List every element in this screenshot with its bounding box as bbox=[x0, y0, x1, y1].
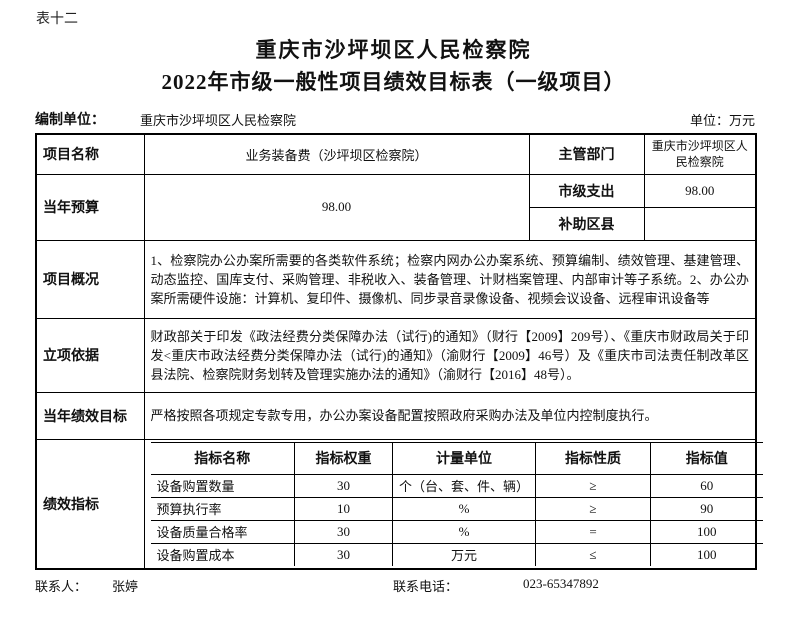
indicator-name: 设备购置数量 bbox=[150, 473, 295, 498]
contact-label: 联系人： bbox=[35, 579, 88, 594]
indicator-nature: ≥ bbox=[535, 473, 651, 498]
dept-value: 重庆市沙坪坝区人民检察院 bbox=[643, 133, 757, 175]
prepared-by-value: 重庆市沙坪坝区人民检察院 bbox=[140, 113, 297, 128]
project-name-value: 业务装备费（沙坪坝区检察院） bbox=[143, 133, 530, 175]
document-subtitle: 2022年市级一般性项目绩效目标表（一级项目） bbox=[161, 70, 626, 94]
city-expense-value: 98.00 bbox=[643, 173, 757, 208]
table-row: 项目名称 业务装备费（沙坪坝区检察院） 主管部门 重庆市沙坪坝区人民检察院 bbox=[35, 133, 757, 175]
budget-value: 98.00 bbox=[143, 173, 530, 241]
measure-unit: 万元 bbox=[392, 542, 536, 566]
indicators-header-row: 指标名称 指标权重 计量单位 指标性质 指标值 bbox=[150, 441, 763, 475]
indicators-cell: 指标名称 指标权重 计量单位 指标性质 指标值 设备购置数量 30 个（台、套、… bbox=[143, 438, 763, 570]
indicators-label: 绩效指标 bbox=[35, 438, 145, 570]
table-number: 表十二 bbox=[36, 12, 78, 27]
indicator-row: 设备购置成本 30 万元 ≤ 100 bbox=[150, 542, 763, 566]
indicator-name: 设备质量合格率 bbox=[150, 519, 295, 544]
header-indicator-value: 指标值 bbox=[650, 441, 763, 475]
indicator-value: 100 bbox=[650, 542, 763, 566]
performance-target-table: 项目名称 业务装备费（沙坪坝区检察院） 主管部门 重庆市沙坪坝区人民检察院 当年… bbox=[35, 133, 763, 570]
indicators-table: 指标名称 指标权重 计量单位 指标性质 指标值 设备购置数量 30 个（台、套、… bbox=[150, 441, 763, 566]
county-subsidy-label: 补助区县 bbox=[528, 206, 645, 241]
indicator-nature: = bbox=[535, 519, 651, 544]
overview-text: 1、检察院办公办案所需要的各类软件系统；检察内网办公办案系统、预算编制、绩效管理… bbox=[143, 239, 757, 319]
unit-note: 单位：万元 bbox=[689, 113, 755, 128]
indicator-row: 预算执行率 10 % ≥ 90 bbox=[150, 496, 763, 521]
phone-label: 联系电话： bbox=[393, 579, 459, 594]
indicator-weight: 10 bbox=[294, 496, 393, 521]
annual-target-label: 当年绩效目标 bbox=[35, 391, 145, 440]
indicator-weight: 30 bbox=[294, 473, 393, 498]
city-expense-label: 市级支出 bbox=[528, 173, 645, 208]
budget-label: 当年预算 bbox=[35, 173, 145, 241]
indicator-value: 100 bbox=[650, 519, 763, 544]
table-row: 项目概况 1、检察院办公办案所需要的各类软件系统；检察内网办公办案系统、预算编制… bbox=[35, 239, 757, 319]
indicator-weight: 30 bbox=[294, 542, 393, 566]
table-row: 绩效指标 指标名称 指标权重 计量单位 指标性质 指标值 设备购置数量 30 个… bbox=[35, 438, 763, 570]
table-row: 当年预算 98.00 市级支出 98.00 bbox=[35, 173, 757, 241]
indicator-row: 设备质量合格率 30 % = 100 bbox=[150, 519, 763, 544]
indicator-nature: ≤ bbox=[535, 542, 651, 566]
measure-unit: 个（台、套、件、辆） bbox=[392, 473, 536, 498]
table-row: 补助区县 bbox=[36, 206, 757, 241]
indicator-row: 设备购置数量 30 个（台、套、件、辆） ≥ 60 bbox=[150, 473, 763, 498]
header-measure-unit: 计量单位 bbox=[392, 441, 536, 475]
table-row: 立项依据 财政部关于印发《政法经费分类保障办法（试行)的通知》（财行【2009】… bbox=[35, 317, 757, 393]
indicator-nature: ≥ bbox=[535, 496, 651, 521]
footer: 联系人： 张婷 联系电话： 023-65347892 bbox=[0, 576, 787, 596]
header-indicator-nature: 指标性质 bbox=[535, 441, 651, 475]
table-row: 当年绩效目标 严格按照各项规定专款专用，办公办案设备配置按照政府采购办法及单位内… bbox=[35, 391, 757, 440]
header-indicator-weight: 指标权重 bbox=[294, 441, 393, 475]
project-name-label: 项目名称 bbox=[35, 133, 145, 175]
prepared-by-label: 编制单位： bbox=[35, 113, 105, 128]
indicator-value: 60 bbox=[650, 473, 763, 498]
indicator-name: 预算执行率 bbox=[150, 496, 295, 521]
overview-label: 项目概况 bbox=[35, 239, 145, 319]
header-indicator-name: 指标名称 bbox=[150, 441, 295, 475]
indicator-name: 设备购置成本 bbox=[150, 542, 295, 566]
document-title: 重庆市沙坪坝区人民检察院 bbox=[255, 38, 532, 62]
basis-text: 财政部关于印发《政法经费分类保障办法（试行)的通知》（财行【2009】209号）… bbox=[143, 317, 757, 393]
meta-row: 编制单位： 重庆市沙坪坝区人民检察院 单位：万元 bbox=[35, 109, 755, 129]
contact-name: 张婷 bbox=[112, 579, 139, 594]
indicator-value: 90 bbox=[650, 496, 763, 521]
dept-label: 主管部门 bbox=[528, 133, 645, 175]
phone-number: 023-65347892 bbox=[523, 576, 599, 591]
measure-unit: % bbox=[392, 496, 536, 521]
annual-target-text: 严格按照各项规定专款专用，办公办案设备配置按照政府采购办法及单位内控制度执行。 bbox=[143, 391, 757, 440]
measure-unit: % bbox=[392, 519, 536, 544]
indicator-weight: 30 bbox=[294, 519, 393, 544]
county-subsidy-value bbox=[643, 206, 757, 241]
basis-label: 立项依据 bbox=[35, 317, 145, 393]
